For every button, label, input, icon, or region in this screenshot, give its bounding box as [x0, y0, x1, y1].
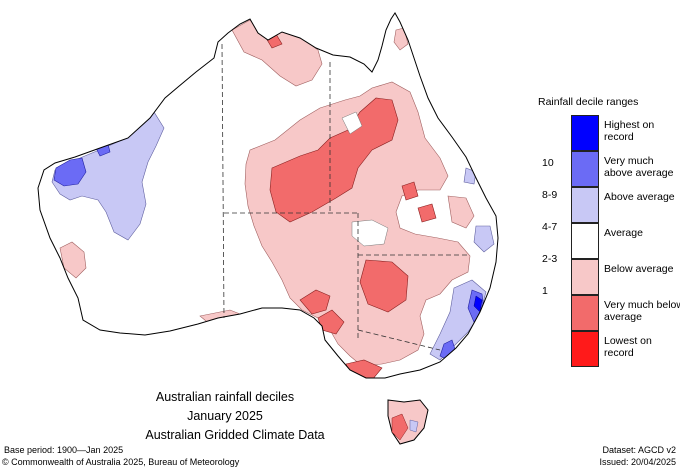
range-label: 2-3 — [542, 253, 558, 265]
range-label: 1 — [542, 285, 548, 297]
legend-swatch — [571, 223, 599, 259]
legend-swatch — [571, 151, 599, 187]
legend-item-very-much-below-average: Very much below average — [571, 295, 680, 331]
map-title-line-1: Australian rainfall deciles — [155, 390, 295, 404]
copyright: © Commonwealth of Australia 2025, Bureau… — [2, 457, 240, 467]
range-label: 10 — [542, 157, 554, 169]
range-label: 4-7 — [542, 221, 558, 233]
legend-swatch — [571, 295, 599, 331]
legend-label: Highest on record — [604, 119, 655, 143]
issued-date: Issued: 20/04/2025 — [599, 457, 676, 467]
tasmania — [387, 399, 429, 445]
map-title-line-2: January 2025 — [187, 409, 263, 423]
legend-item-lowest-on-record: Lowest on record — [571, 331, 680, 367]
decile-regions — [51, 19, 495, 378]
legend-label: Very much above average — [604, 155, 674, 179]
legend-item-highest-on-record: Highest on record — [571, 115, 680, 151]
range-label: 8-9 — [542, 189, 558, 201]
legend-swatch — [571, 331, 599, 367]
coastline — [37, 12, 499, 379]
legend-item-below-average: Below average — [571, 259, 680, 295]
legend-label: Lowest on record — [604, 335, 652, 359]
legend-label: Very much below average — [604, 299, 680, 323]
legend-swatch — [571, 187, 599, 223]
legend-label: Above average — [604, 191, 675, 203]
legend-swatch — [571, 115, 599, 151]
map-title-line-3: Australian Gridded Climate Data — [145, 428, 325, 442]
base-period: Base period: 1900—Jan 2025 — [4, 445, 124, 455]
legend-item-average: Average — [571, 223, 680, 259]
legend-label: Below average — [604, 263, 674, 275]
state-borders — [221, 43, 470, 351]
legend-item-above-average: Above average — [571, 187, 680, 223]
legend-title: Rainfall decile ranges — [538, 96, 639, 108]
dataset-label: Dataset: AGCD v2 — [602, 445, 676, 455]
legend-label: Average — [604, 227, 643, 239]
legend-swatch — [571, 259, 599, 295]
legend-item-very-much-above-average: Very much above average — [571, 151, 680, 187]
